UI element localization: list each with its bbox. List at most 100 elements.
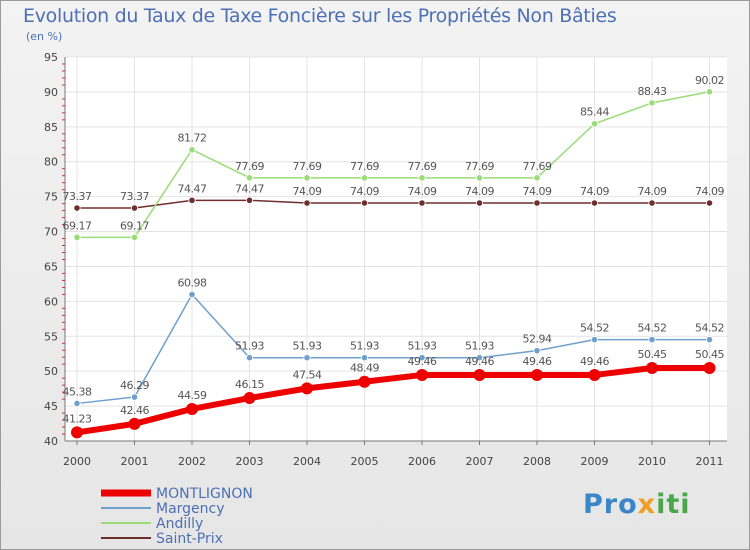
y-tick-label: 95: [44, 51, 58, 64]
data-point: [705, 199, 714, 207]
data-label: 77.69: [408, 160, 437, 173]
data-point: [475, 199, 484, 207]
data-point: [245, 174, 254, 182]
logo-part: x: [637, 489, 657, 520]
y-tick-label: 65: [44, 260, 58, 273]
data-label: 42.46: [120, 404, 149, 417]
x-tick-label: 2000: [63, 455, 91, 468]
data-point: [130, 233, 139, 241]
data-label: 51.93: [408, 340, 437, 353]
data-label: 85.44: [580, 106, 609, 119]
data-point: [130, 204, 139, 212]
data-label: 47.54: [293, 368, 322, 381]
x-tick-label: 2002: [178, 455, 206, 468]
data-point: [188, 196, 196, 204]
logo-part: Pro: [583, 489, 638, 520]
data-point: [648, 336, 656, 344]
data-point: [533, 347, 541, 355]
data-point: [73, 399, 81, 408]
data-point: [590, 199, 599, 207]
data-point: [130, 393, 139, 401]
series-line: [76, 293, 710, 405]
data-label: 46.29: [120, 379, 149, 392]
data-label: 49.46: [408, 355, 437, 368]
data-label: 74.09: [465, 185, 494, 198]
x-tick-label: 2005: [351, 455, 379, 468]
data-label: 44.59: [178, 389, 207, 402]
data-point: [418, 354, 426, 362]
data-label: 54.52: [695, 322, 724, 335]
legend-label: Margency: [156, 501, 225, 517]
data-point: [360, 199, 369, 207]
data-point: [188, 290, 196, 299]
data-label: 48.49: [350, 362, 379, 375]
y-tick-label: 85: [44, 121, 58, 134]
data-point: [703, 362, 716, 375]
y-tick-label: 75: [44, 191, 58, 204]
data-point: [418, 199, 426, 207]
y-tick-label: 70: [44, 226, 58, 239]
data-label: 46.15: [235, 378, 264, 391]
data-label: 74.09: [523, 185, 552, 198]
data-point: [360, 354, 369, 362]
data-label: 77.69: [465, 160, 494, 173]
x-tick-label: 2007: [466, 455, 494, 468]
y-tick-label: 45: [44, 400, 58, 413]
data-label: 77.69: [235, 160, 264, 173]
data-label: 69.17: [120, 219, 149, 232]
data-label: 51.93: [465, 340, 494, 353]
data-point: [243, 392, 256, 405]
data-point: [590, 120, 599, 128]
data-label: 77.69: [293, 160, 322, 173]
x-tick-label: 2009: [581, 455, 609, 468]
legend-label: Andilly: [156, 516, 203, 532]
data-point: [358, 375, 371, 388]
data-point: [475, 354, 484, 362]
data-label: 81.72: [178, 132, 207, 145]
logo-part: iti: [656, 489, 691, 520]
x-tick-label: 2003: [236, 455, 264, 468]
data-label: 51.93: [235, 340, 264, 353]
data-label: 54.52: [580, 322, 609, 335]
legend-label: Saint-Prix: [156, 531, 223, 547]
x-tick-label: 2008: [523, 455, 551, 468]
data-point: [303, 199, 311, 207]
data-label: 90.02: [695, 74, 724, 87]
y-tick-label: 80: [44, 156, 58, 169]
y-tick-label: 50: [44, 365, 58, 378]
x-tick-label: 2011: [696, 455, 724, 468]
x-tick-label: 2004: [293, 455, 321, 468]
data-point: [71, 426, 83, 439]
data-label: 50.45: [695, 348, 724, 361]
data-label: 74.09: [293, 185, 322, 198]
data-point: [533, 199, 541, 207]
legend-label: MONTLIGNON: [156, 486, 253, 502]
data-point: [301, 382, 313, 395]
x-tick-label: 2010: [638, 455, 666, 468]
data-label: 88.43: [638, 85, 667, 98]
data-point: [648, 99, 656, 107]
data-point: [73, 204, 81, 212]
unit-label: (en %): [26, 30, 63, 43]
data-label: 54.52: [638, 322, 667, 335]
data-label: 73.37: [63, 190, 92, 203]
data-point: [303, 354, 311, 362]
data-point: [475, 174, 484, 182]
series-line: [76, 365, 710, 436]
data-point: [186, 402, 198, 415]
data-label: 51.93: [293, 340, 322, 353]
data-label: 41.23: [63, 412, 92, 425]
data-label: 77.69: [350, 160, 379, 173]
data-point: [416, 368, 428, 381]
data-label: 74.09: [638, 185, 667, 198]
y-tick-label: 90: [44, 86, 58, 99]
data-label: 45.38: [63, 385, 92, 398]
data-point: [590, 336, 599, 344]
data-label: 49.46: [523, 355, 552, 368]
data-label: 51.93: [350, 340, 379, 353]
data-label: 74.09: [350, 185, 379, 198]
data-label: 74.09: [408, 185, 437, 198]
data-point: [303, 174, 311, 182]
